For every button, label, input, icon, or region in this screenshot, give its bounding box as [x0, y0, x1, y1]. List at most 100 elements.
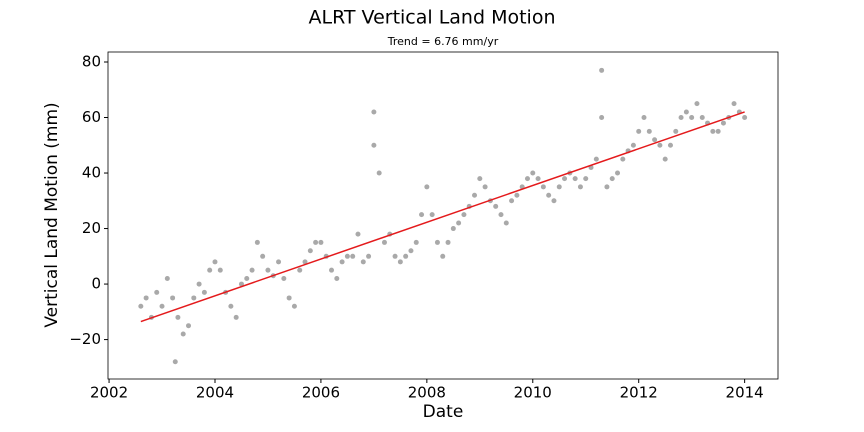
- point: [445, 239, 451, 245]
- point: [456, 220, 462, 226]
- point: [599, 115, 605, 121]
- point: [366, 253, 372, 259]
- point: [196, 281, 202, 287]
- point: [143, 295, 149, 301]
- point: [551, 198, 557, 204]
- point: [609, 176, 615, 182]
- point: [313, 239, 319, 245]
- point: [164, 276, 170, 282]
- point: [683, 109, 689, 115]
- point: [186, 323, 192, 329]
- point: [265, 267, 271, 273]
- point: [297, 267, 303, 273]
- y-tick-label: 20: [82, 219, 101, 237]
- point: [281, 276, 287, 282]
- chart-subtitle: Trend = 6.76 mm/yr: [387, 35, 499, 48]
- point: [244, 276, 250, 282]
- point: [170, 295, 176, 301]
- point: [371, 109, 377, 115]
- point: [604, 184, 610, 190]
- x-tick-label: 2012: [620, 384, 658, 402]
- point: [334, 276, 340, 282]
- x-tick-label: 2002: [90, 384, 128, 402]
- point: [620, 156, 626, 162]
- point: [577, 184, 583, 190]
- point: [286, 295, 292, 301]
- y-tick-label: 80: [82, 52, 101, 70]
- point: [350, 253, 356, 259]
- point: [593, 156, 599, 162]
- point: [493, 203, 499, 209]
- point: [212, 259, 218, 265]
- point: [371, 142, 377, 148]
- point: [535, 176, 541, 182]
- point: [662, 156, 668, 162]
- y-tick-label: −20: [69, 330, 101, 348]
- point: [408, 248, 414, 254]
- point: [652, 137, 658, 143]
- point: [482, 184, 488, 190]
- point: [276, 259, 282, 265]
- point: [503, 220, 509, 226]
- point: [710, 128, 716, 134]
- point: [172, 359, 178, 365]
- point: [461, 212, 467, 218]
- point: [477, 176, 483, 182]
- point: [440, 253, 446, 259]
- point: [429, 212, 435, 218]
- point: [360, 259, 366, 265]
- point: [302, 259, 308, 265]
- point: [556, 184, 562, 190]
- y-axis-label: Vertical Land Motion (mm): [42, 102, 62, 327]
- chart-title: ALRT Vertical Land Motion: [309, 7, 556, 29]
- point: [615, 170, 621, 176]
- point: [636, 128, 642, 134]
- point: [249, 267, 255, 273]
- point: [720, 120, 726, 126]
- point: [657, 142, 663, 148]
- x-tick-label: 2004: [196, 384, 234, 402]
- point: [138, 303, 144, 309]
- point: [291, 303, 297, 309]
- point: [572, 176, 578, 182]
- point: [472, 192, 478, 198]
- point: [546, 192, 552, 198]
- x-axis-label: Date: [423, 402, 464, 422]
- point: [731, 101, 737, 107]
- x-tick-label: 2010: [514, 384, 552, 402]
- point: [678, 115, 684, 121]
- point: [530, 170, 536, 176]
- point: [260, 253, 266, 259]
- point: [742, 115, 748, 121]
- point: [397, 259, 403, 265]
- point: [699, 115, 705, 121]
- point: [424, 184, 430, 190]
- point: [307, 248, 313, 254]
- point: [583, 176, 589, 182]
- point: [630, 142, 636, 148]
- point: [524, 176, 530, 182]
- point: [599, 67, 605, 73]
- point: [376, 170, 382, 176]
- point: [694, 101, 700, 107]
- y-tick-label: 0: [91, 275, 101, 293]
- point: [228, 303, 234, 309]
- point: [540, 184, 546, 190]
- y-tick-label: 60: [82, 108, 101, 126]
- point: [180, 331, 186, 337]
- plot-frame: [107, 51, 779, 380]
- point: [207, 267, 213, 273]
- point: [498, 212, 504, 218]
- x-tick-label: 2006: [302, 384, 340, 402]
- point: [238, 281, 244, 287]
- point: [254, 239, 260, 245]
- point: [403, 253, 409, 259]
- point: [419, 212, 425, 218]
- point: [392, 253, 398, 259]
- point: [450, 226, 456, 232]
- x-tick-label: 2014: [726, 384, 764, 402]
- point: [217, 267, 223, 273]
- point: [159, 303, 165, 309]
- point: [514, 192, 520, 198]
